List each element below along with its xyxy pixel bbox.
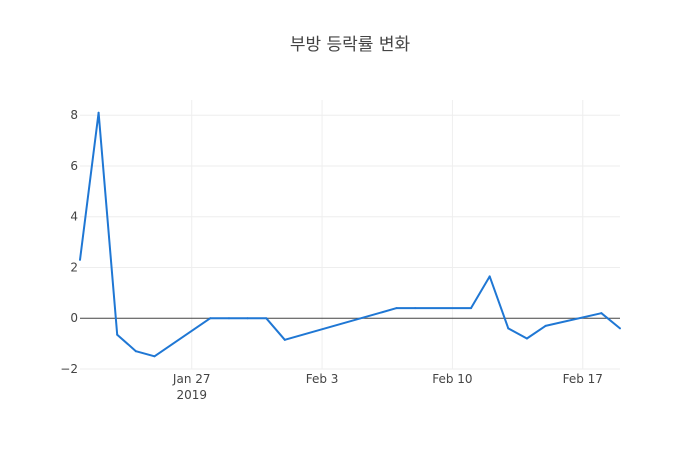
y-tick-label: 8 (70, 108, 78, 122)
x-tick-label-line: Feb 3 (306, 372, 339, 386)
series-layer (79, 111, 621, 358)
x-tick-label: Feb 17 (563, 372, 603, 386)
y-tick-label: −2 (60, 362, 78, 376)
data-point (470, 307, 473, 310)
data-point (507, 327, 510, 330)
data-point (116, 333, 119, 336)
y-tick-label: 6 (70, 159, 78, 173)
x-tick-label: Jan 27 2019 (172, 372, 211, 402)
data-point (134, 350, 137, 353)
data-point (265, 317, 268, 320)
data-point (97, 111, 100, 114)
data-point (79, 258, 81, 261)
data-point (619, 327, 621, 330)
x-tick-label-line: Feb 10 (432, 372, 472, 386)
data-point (246, 317, 249, 320)
x-axis: Jan 27 2019 Feb 3 Feb 10 Feb 17 (172, 372, 603, 402)
x-tick-label-line: Feb 17 (563, 372, 603, 386)
data-point (153, 355, 156, 358)
chart-title: 부방 등락률 변화 (290, 35, 411, 55)
x-tick-label-line: 2019 (176, 388, 207, 402)
x-tick-label: Feb 10 (432, 372, 472, 386)
data-point (283, 338, 286, 341)
data-point (414, 307, 417, 310)
x-tick-label-line: Jan 27 (172, 372, 211, 386)
data-point (600, 312, 603, 315)
y-tick-label: 0 (70, 311, 78, 325)
y-tick-label: 2 (70, 260, 78, 274)
data-point (395, 307, 398, 310)
data-point (544, 324, 547, 327)
x-tick-label: Feb 3 (306, 372, 339, 386)
y-tick-label: 4 (70, 210, 78, 224)
data-point (488, 275, 491, 278)
data-point (525, 337, 528, 340)
grid (80, 100, 620, 370)
y-axis: −2 0 2 4 6 8 (60, 108, 78, 376)
data-point (209, 317, 212, 320)
data-point (227, 317, 230, 320)
series-line (79, 111, 621, 358)
